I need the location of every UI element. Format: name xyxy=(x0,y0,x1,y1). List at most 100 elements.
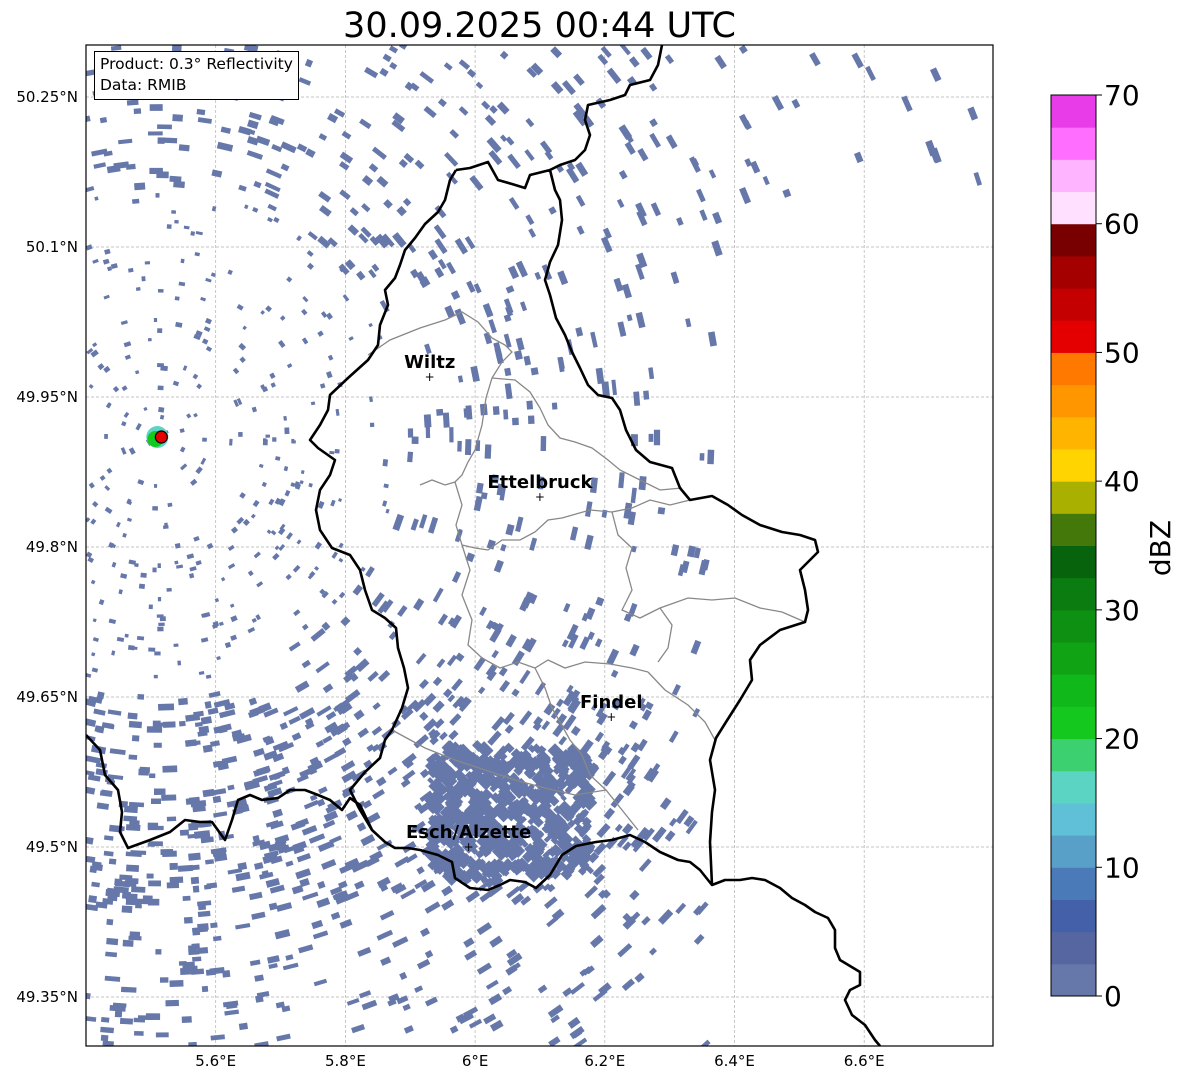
echo-cell xyxy=(220,576,226,582)
echo-cell xyxy=(502,711,515,726)
echo-cell xyxy=(644,701,654,711)
echo-cell xyxy=(212,621,220,628)
echo-cell xyxy=(481,788,494,801)
echo-cell xyxy=(567,696,580,712)
echo-cell xyxy=(562,714,577,731)
echo-cell xyxy=(193,535,200,542)
echo-cell xyxy=(111,650,116,656)
echo-cell xyxy=(496,759,510,772)
echo-cell xyxy=(529,593,538,605)
echo-cell xyxy=(671,684,681,696)
echo-cell xyxy=(622,781,636,796)
canton-line xyxy=(391,729,607,796)
echo-cell xyxy=(544,815,558,830)
echo-cell xyxy=(189,566,197,572)
echo-cell xyxy=(570,982,586,995)
echo-cell xyxy=(483,332,493,345)
echo-cell xyxy=(649,947,657,956)
echo-cell xyxy=(315,740,325,748)
echo-cell xyxy=(530,62,544,76)
echo-cell xyxy=(562,987,573,998)
echo-cell xyxy=(339,702,353,715)
echo-cell xyxy=(513,766,523,776)
echo-cell xyxy=(179,428,185,433)
echo-cell xyxy=(195,230,203,236)
echo-cell xyxy=(505,964,518,976)
echo-cell xyxy=(171,45,182,52)
echo-cell xyxy=(382,53,392,63)
echo-cell xyxy=(246,150,263,160)
echo-cell xyxy=(285,860,294,867)
echo-cell xyxy=(164,522,169,528)
echo-cell xyxy=(354,880,365,890)
echo-cell xyxy=(260,310,265,315)
canton-line xyxy=(647,671,716,741)
echo-cell xyxy=(225,1001,238,1010)
echo-cell xyxy=(202,437,207,442)
lon-tick-label: 5.6°E xyxy=(195,1052,236,1070)
echo-cell xyxy=(771,95,785,111)
echo-cell xyxy=(125,824,141,832)
echo-cell xyxy=(762,175,770,186)
echo-cell xyxy=(628,720,638,730)
echo-cell xyxy=(335,408,340,416)
echo-cell xyxy=(571,849,589,867)
echo-cell xyxy=(583,821,592,830)
echo-cell xyxy=(375,776,387,787)
echo-cell xyxy=(361,203,371,213)
echo-cell xyxy=(434,238,448,255)
echo-cell xyxy=(547,847,558,858)
echo-cell xyxy=(352,584,364,596)
echo-cell xyxy=(218,725,228,734)
echo-cell xyxy=(581,823,591,833)
echo-cell xyxy=(251,406,257,413)
echo-cell xyxy=(113,161,130,170)
echo-cell xyxy=(300,469,305,475)
echo-cell xyxy=(224,641,232,649)
echo-cell xyxy=(166,224,172,229)
echo-cell xyxy=(379,883,389,892)
echo-cell xyxy=(205,317,212,325)
echo-cell xyxy=(550,829,561,841)
echo-cell xyxy=(272,552,280,561)
echo-cell xyxy=(539,140,553,155)
echo-cell xyxy=(557,356,565,373)
echo-cell xyxy=(369,422,375,428)
echo-cell xyxy=(565,841,573,849)
echo-cell xyxy=(628,911,641,924)
echo-cell xyxy=(320,311,328,319)
echo-cell xyxy=(193,412,198,418)
echo-cell xyxy=(567,819,576,828)
product-info-box: Product: 0.3° Reflectivity Data: RMIB xyxy=(94,51,299,100)
echo-cell xyxy=(169,862,178,870)
echo-cell xyxy=(514,350,523,361)
echo-cell xyxy=(505,306,514,317)
echo-cell xyxy=(208,691,221,698)
echo-cell xyxy=(444,850,453,859)
echo-cell xyxy=(211,205,217,212)
echo-cell xyxy=(309,794,318,802)
echo-cell xyxy=(419,768,430,779)
echo-cell xyxy=(364,775,374,784)
echo-cell xyxy=(519,301,528,312)
echo-cell xyxy=(317,235,331,249)
echo-cell xyxy=(610,792,625,809)
echo-cell xyxy=(94,725,103,733)
echo-cell xyxy=(648,83,658,92)
canton-line xyxy=(534,667,639,831)
echo-cell xyxy=(214,597,220,603)
echo-cell xyxy=(227,544,235,552)
echo-cell xyxy=(89,865,98,874)
echo-cell xyxy=(570,725,581,736)
echo-cell xyxy=(469,794,482,806)
echo-cell xyxy=(371,146,387,160)
echo-cell xyxy=(231,885,246,893)
echo-cell xyxy=(188,852,201,861)
echo-cell xyxy=(447,814,459,826)
echo-cell xyxy=(237,862,248,871)
echo-cell xyxy=(311,919,324,930)
echo-cell xyxy=(382,500,388,507)
echo-cell xyxy=(108,618,117,625)
echo-cell xyxy=(198,946,209,954)
